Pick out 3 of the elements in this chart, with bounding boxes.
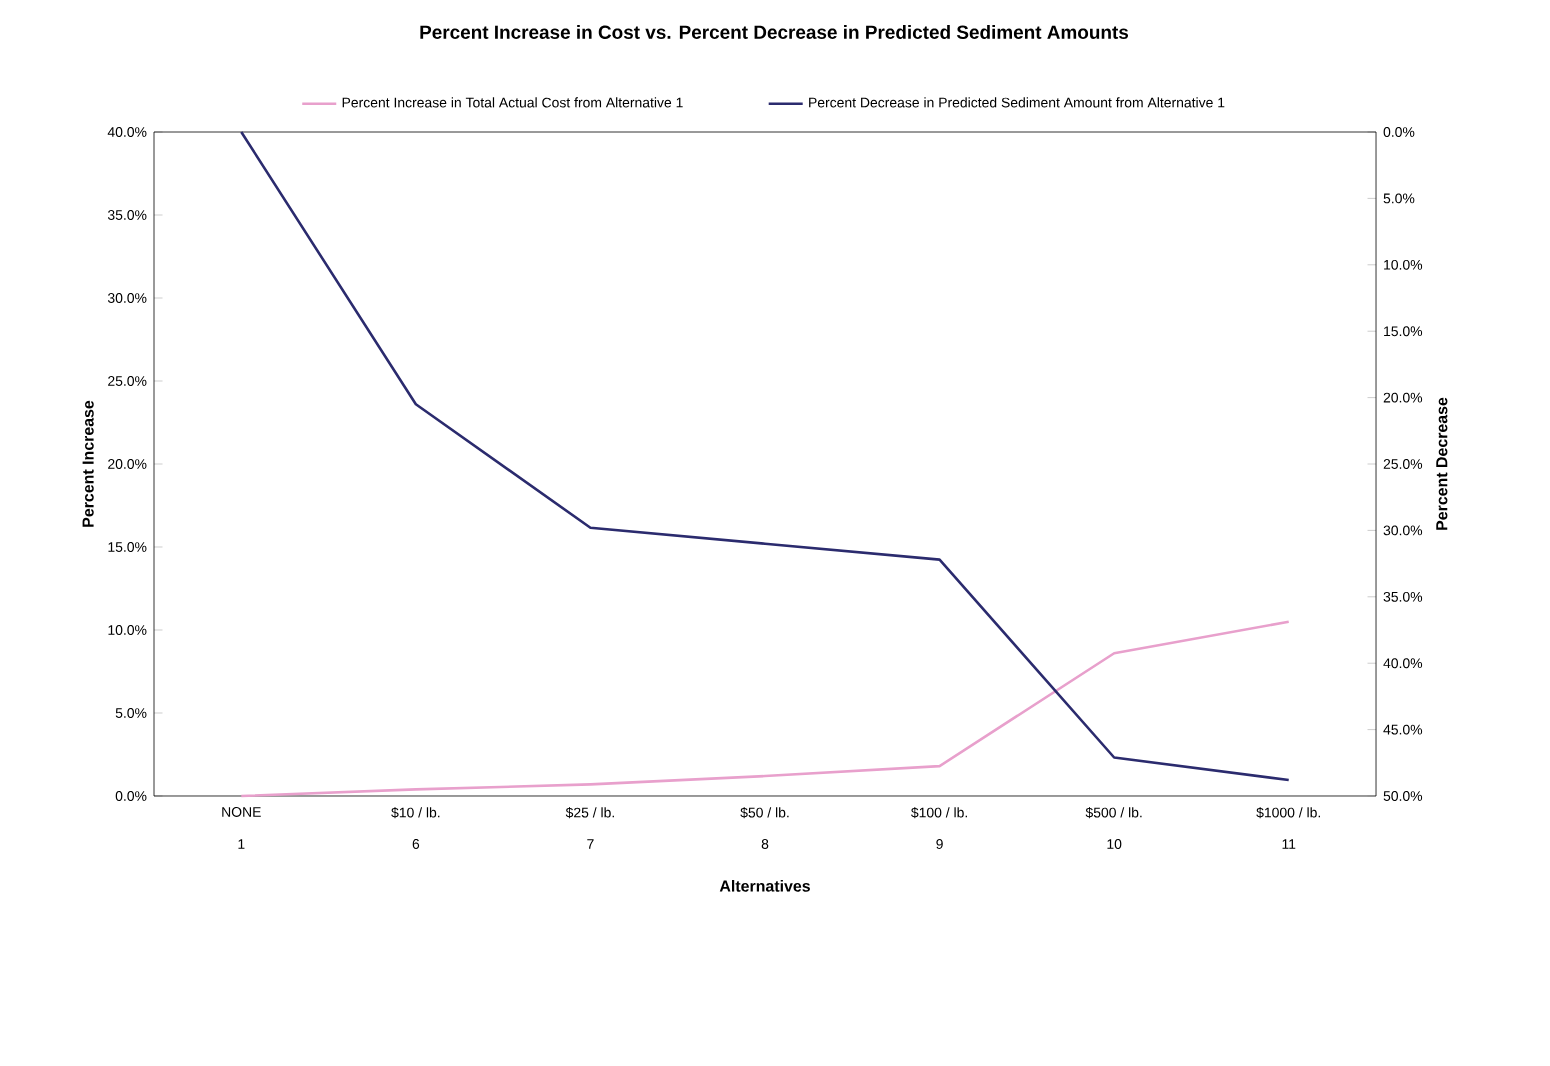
line-series <box>239 620 1291 798</box>
chart-title: Percent Increase in Cost vs. Percent Decrease in Predicted Sediment Amounts <box>420 25 1129 39</box>
line-series <box>239 130 1291 782</box>
